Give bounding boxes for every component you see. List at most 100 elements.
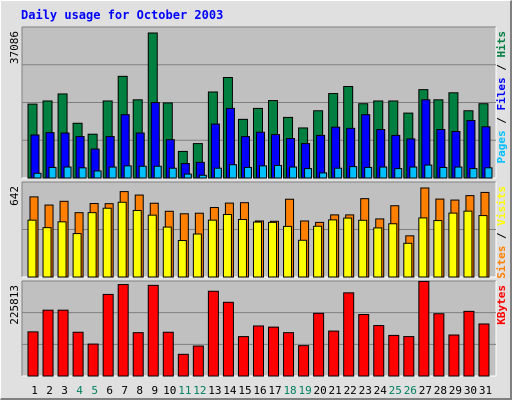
bar-sites-day-28	[433, 220, 443, 278]
bar-kbytes-day-12	[192, 345, 204, 377]
bar-pages-day-30	[469, 168, 478, 179]
bar-kbytes-day-15	[237, 336, 249, 377]
bar-pages-day-28	[439, 166, 448, 179]
bar-sites-day-7	[117, 201, 127, 278]
bar-pages-day-4	[78, 167, 87, 179]
bar-kbytes-day-21	[328, 330, 340, 377]
day-label-28: 28	[434, 384, 447, 397]
day-label-2: 2	[46, 384, 53, 397]
bar-pages-day-15	[243, 166, 252, 179]
day-label-17: 17	[268, 384, 281, 397]
bar-kbytes-day-28	[433, 313, 445, 377]
bar-sites-day-21	[328, 219, 338, 278]
bar-sites-day-29	[448, 212, 458, 278]
bar-sites-day-14	[222, 213, 232, 278]
bar-sites-day-11	[177, 240, 187, 278]
bar-kbytes-day-8	[132, 332, 144, 377]
bar-sites-day-6	[102, 207, 112, 278]
day-label-5: 5	[91, 384, 98, 397]
day-label-12: 12	[193, 384, 206, 397]
bar-sites-day-3	[57, 221, 67, 278]
day-label-19: 19	[298, 384, 311, 397]
bar-pages-day-5	[93, 170, 102, 179]
bar-kbytes-day-25	[388, 334, 400, 377]
day-label-1: 1	[31, 384, 38, 397]
day-label-7: 7	[121, 384, 128, 397]
bar-kbytes-day-30	[463, 310, 475, 377]
bar-sites-day-27	[418, 217, 428, 278]
bar-kbytes-day-9	[147, 284, 159, 377]
bar-pages-day-13	[213, 167, 222, 179]
bar-pages-day-2	[48, 166, 57, 179]
day-label-4: 4	[76, 384, 83, 397]
bar-pages-day-26	[409, 166, 418, 179]
ymax-label-kbytes: 225813	[8, 285, 21, 325]
day-label-14: 14	[223, 384, 237, 397]
day-label-26: 26	[404, 384, 417, 397]
bar-sites-day-4	[72, 233, 82, 278]
day-label-30: 30	[464, 384, 477, 397]
ymax-label-hits_files_pages: 37086	[8, 31, 21, 64]
bar-kbytes-day-22	[343, 292, 355, 377]
bar-pages-day-20	[319, 172, 328, 179]
bar-sites-day-22	[343, 217, 353, 278]
bar-pages-day-3	[63, 166, 72, 179]
bar-sites-day-15	[237, 218, 247, 278]
bar-kbytes-day-18	[283, 332, 295, 377]
bar-pages-day-1	[33, 172, 42, 179]
bar-pages-day-27	[424, 164, 433, 179]
bar-pages-day-11	[183, 173, 192, 179]
bar-pages-day-24	[379, 166, 388, 179]
bar-sites-day-18	[283, 225, 293, 278]
day-label-22: 22	[344, 384, 357, 397]
day-label-3: 3	[61, 384, 68, 397]
day-label-9: 9	[151, 384, 158, 397]
bar-kbytes-day-27	[418, 280, 430, 377]
ymax-label-visits_sites: 642	[8, 186, 21, 206]
chart-title: Daily usage for October 2003	[21, 8, 224, 22]
day-label-18: 18	[283, 384, 296, 397]
day-label-8: 8	[136, 384, 143, 397]
bar-pages-day-21	[334, 167, 343, 179]
bar-pages-day-9	[153, 165, 162, 179]
bar-kbytes-day-20	[313, 312, 325, 377]
day-label-31: 31	[479, 384, 492, 397]
bar-pages-day-14	[228, 164, 237, 179]
bar-kbytes-day-10	[162, 331, 174, 377]
bar-pages-day-6	[108, 166, 117, 179]
series-label-hits_files_pages: Pages / Files / Hits	[495, 31, 508, 164]
day-label-23: 23	[359, 384, 372, 397]
bar-pages-day-23	[364, 166, 373, 179]
bar-kbytes-day-3	[57, 309, 69, 377]
day-label-16: 16	[253, 384, 266, 397]
bar-sites-day-26	[403, 242, 413, 278]
bar-sites-day-5	[87, 212, 97, 278]
bar-kbytes-day-16	[252, 325, 264, 377]
bar-sites-day-30	[463, 210, 473, 278]
bar-pages-day-12	[198, 174, 207, 179]
bar-pages-day-29	[454, 166, 463, 179]
bar-pages-day-7	[123, 165, 132, 179]
day-label-29: 29	[449, 384, 462, 397]
bar-sites-day-17	[268, 221, 278, 278]
bar-kbytes-day-17	[268, 326, 280, 377]
day-label-6: 6	[106, 384, 113, 397]
bar-sites-day-20	[313, 225, 323, 278]
bar-sites-day-24	[373, 227, 383, 278]
bar-kbytes-day-19	[298, 345, 310, 377]
bar-pages-day-10	[168, 167, 177, 179]
bar-pages-day-31	[484, 167, 493, 179]
day-label-21: 21	[329, 384, 342, 397]
bar-sites-day-16	[252, 221, 262, 278]
day-label-20: 20	[314, 384, 327, 397]
bar-kbytes-day-29	[448, 334, 460, 377]
day-label-25: 25	[389, 384, 402, 397]
bar-kbytes-day-14	[222, 301, 234, 377]
bar-pages-day-19	[304, 168, 313, 179]
bar-sites-day-10	[162, 226, 172, 278]
day-label-15: 15	[238, 384, 251, 397]
day-label-11: 11	[178, 384, 191, 397]
bar-kbytes-day-6	[102, 293, 114, 377]
